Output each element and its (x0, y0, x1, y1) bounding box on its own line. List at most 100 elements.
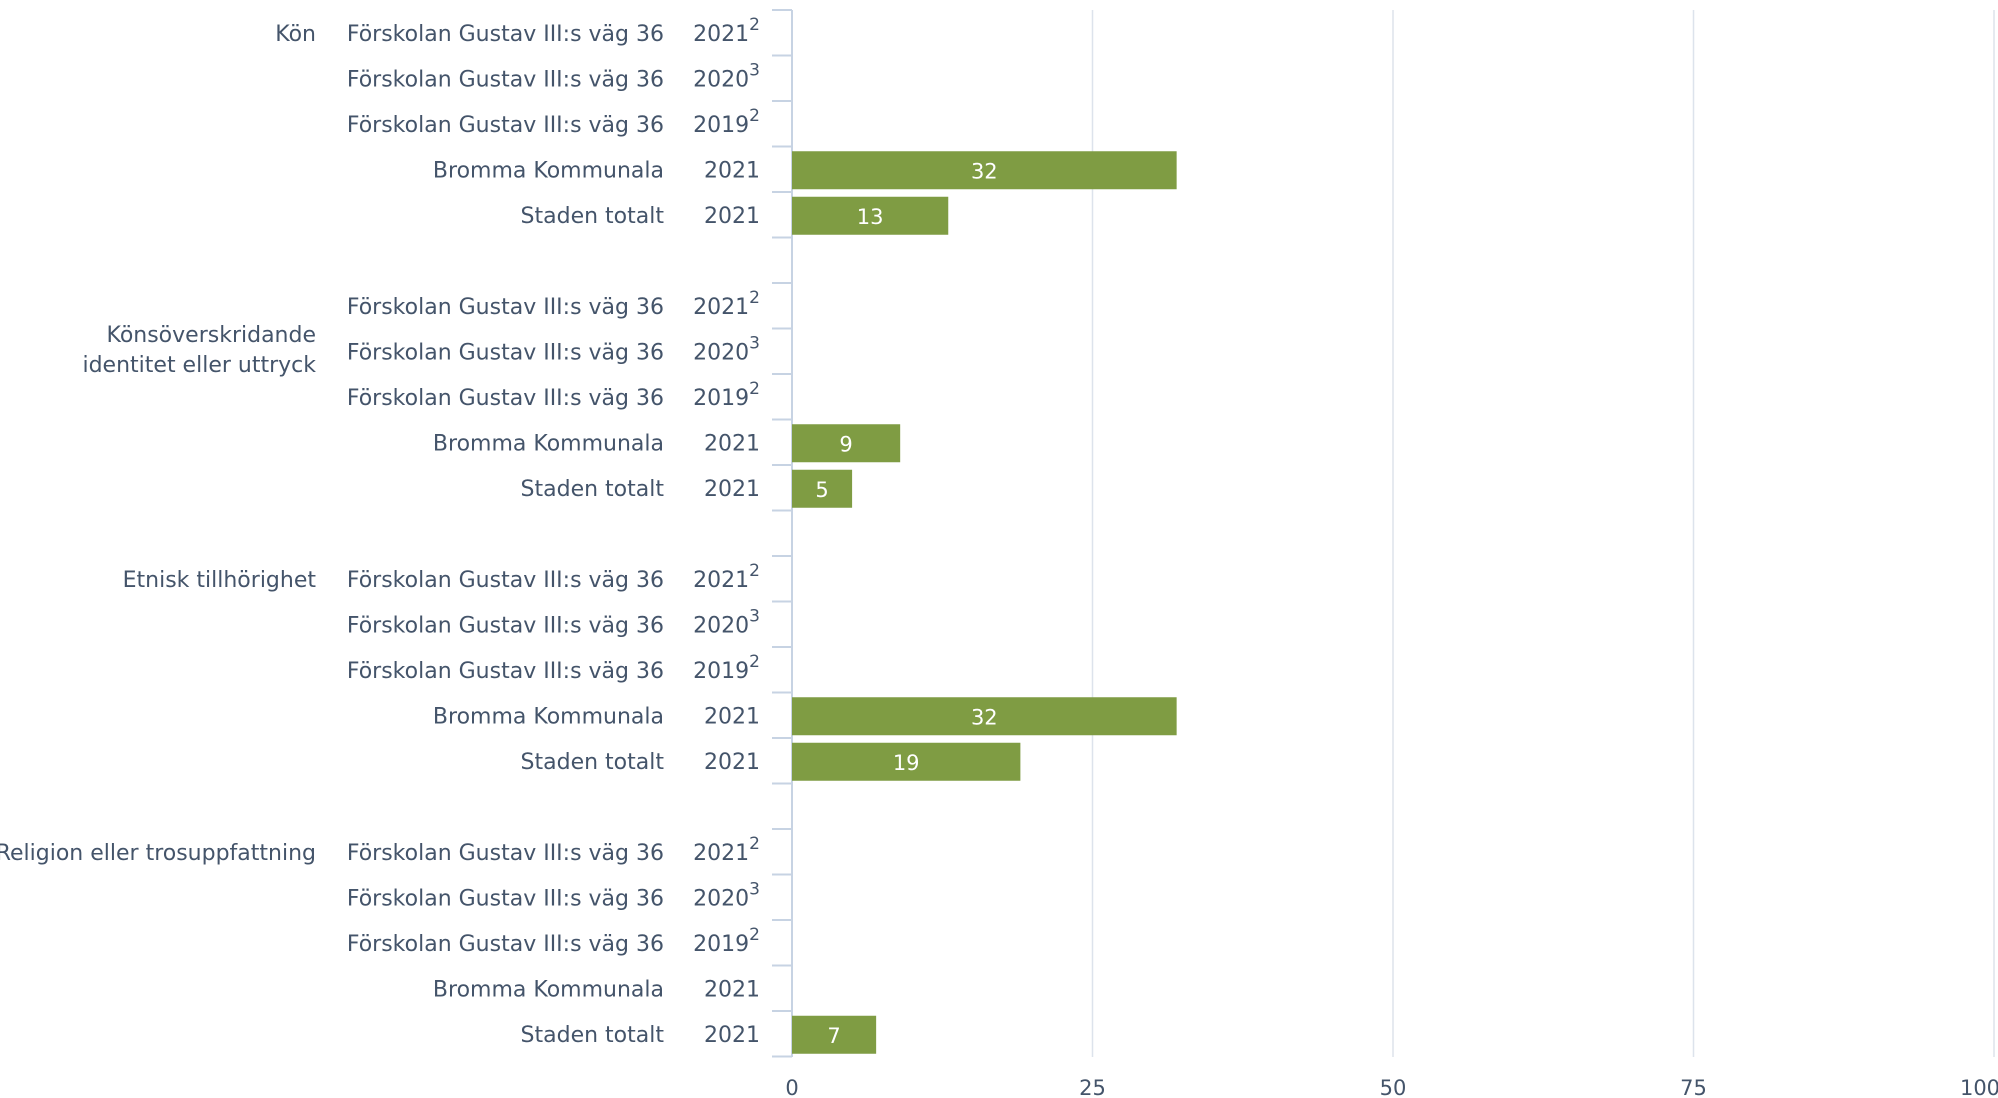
footnote-marker: 2 (749, 834, 760, 854)
row-year-label: 20212 (693, 561, 760, 593)
row-name-label: Staden totalt (521, 477, 665, 502)
footnote-marker: 3 (749, 606, 760, 626)
x-axis-ticks: 0 25 50 75 100 (785, 1076, 1998, 1098)
x-tick-label: 75 (1680, 1076, 1707, 1098)
row-name-label: Staden totalt (521, 750, 665, 775)
bar (792, 196, 949, 235)
row-year-label: 20203 (693, 879, 760, 911)
bar-value-label: 9 (839, 432, 852, 456)
row-year-label: 20192 (693, 379, 760, 411)
bar (792, 469, 853, 508)
row-name-label: Bromma Kommunala (433, 158, 664, 183)
row-year-label: 20212 (693, 288, 760, 320)
row-year-label: 2021 (704, 1023, 760, 1048)
bar-value-label: 13 (857, 205, 884, 229)
x-tick-label: 50 (1380, 1076, 1407, 1098)
row-name-label: Förskolan Gustav III:s väg 36 (347, 295, 664, 320)
bar-value-label: 19 (893, 751, 920, 775)
bars: 32 13 95 32 19 7 (792, 151, 1177, 1054)
footnote-marker: 3 (749, 879, 760, 899)
year-text: 2021 (704, 431, 760, 456)
row-name-label: Förskolan Gustav III:s väg 36 (347, 568, 664, 593)
row-year-label: 2021 (704, 477, 760, 502)
row-year-label: 2021 (704, 750, 760, 775)
footnote-marker: 2 (749, 106, 760, 126)
year-text: 2019 (693, 932, 749, 957)
bar-value-label: 32 (971, 705, 998, 729)
row-year-label: 2021 (704, 977, 760, 1002)
footnote-marker: 2 (749, 925, 760, 945)
footnote-marker: 2 (749, 379, 760, 399)
year-text: 2021 (704, 750, 760, 775)
bar (792, 697, 1177, 736)
row-year-label: 2021 (704, 704, 760, 729)
row-name-label: Bromma Kommunala (433, 977, 664, 1002)
row-name-label: Förskolan Gustav III:s väg 36 (347, 613, 664, 638)
year-text: 2021 (704, 1023, 760, 1048)
group-label: Könsöverskridande (106, 323, 316, 348)
group-label: identitet eller uttryck (82, 353, 316, 378)
row-name-label: Förskolan Gustav III:s väg 36 (347, 659, 664, 684)
row-year-label: 20203 (693, 333, 760, 365)
row-year-label: 20212 (693, 15, 760, 47)
footnote-marker: 2 (749, 15, 760, 35)
row-year-label: 20203 (693, 606, 760, 638)
category-axis (772, 9, 793, 1058)
year-text: 2021 (693, 841, 749, 866)
footnote-marker: 2 (749, 652, 760, 672)
bar (792, 742, 1021, 781)
row-name-label: Staden totalt (521, 204, 665, 229)
bar-value-label: 7 (827, 1024, 840, 1048)
year-text: 2020 (693, 613, 749, 638)
x-tick-label: 0 (785, 1076, 798, 1098)
bar (792, 151, 1177, 190)
row-year-label: 2021 (704, 431, 760, 456)
year-text: 2020 (693, 340, 749, 365)
bar-value-label: 5 (815, 478, 828, 502)
row-name-label: Förskolan Gustav III:s väg 36 (347, 67, 664, 92)
row-name-label: Förskolan Gustav III:s väg 36 (347, 886, 664, 911)
year-text: 2019 (693, 386, 749, 411)
year-text: 2019 (693, 659, 749, 684)
row-name-label: Förskolan Gustav III:s väg 36 (347, 386, 664, 411)
year-text: 2021 (704, 977, 760, 1002)
row-name-label: Förskolan Gustav III:s väg 36 (347, 841, 664, 866)
row-name-label: Förskolan Gustav III:s väg 36 (347, 340, 664, 365)
footnote-marker: 3 (749, 333, 760, 353)
row-year-label: 2021 (704, 158, 760, 183)
year-text: 2021 (704, 477, 760, 502)
year-text: 2021 (693, 22, 749, 47)
year-text: 2021 (704, 158, 760, 183)
row-year-label: 20192 (693, 652, 760, 684)
bar (792, 424, 901, 463)
row-name-label: Förskolan Gustav III:s väg 36 (347, 932, 664, 957)
year-text: 2021 (693, 295, 749, 320)
year-text: 2020 (693, 67, 749, 92)
x-tick-label: 100 (1960, 1076, 1998, 1098)
year-text: 2021 (693, 568, 749, 593)
row-name-label: Förskolan Gustav III:s väg 36 (347, 22, 664, 47)
row-year-label: 20192 (693, 925, 760, 957)
bar (792, 1015, 877, 1054)
year-text: 2021 (704, 704, 760, 729)
footnote-marker: 2 (749, 561, 760, 581)
row-year-label: 20203 (693, 60, 760, 92)
year-text: 2019 (693, 113, 749, 138)
row-year-label: 20212 (693, 834, 760, 866)
row-name-label: Staden totalt (521, 1023, 665, 1048)
bar-value-label: 32 (971, 159, 998, 183)
footnote-marker: 3 (749, 60, 760, 80)
footnote-marker: 2 (749, 288, 760, 308)
year-text: 2020 (693, 886, 749, 911)
group-label: Kön (275, 22, 316, 47)
year-text: 2021 (704, 204, 760, 229)
x-tick-label: 25 (1079, 1076, 1106, 1098)
group-label: Etnisk tillhörighet (123, 568, 317, 593)
category-labels: Förskolan Gustav III:s väg 36 20212Försko… (0, 15, 760, 1048)
row-name-label: Bromma Kommunala (433, 704, 664, 729)
row-year-label: 2021 (704, 204, 760, 229)
group-label: Religion eller trosuppfattning (0, 841, 316, 866)
gridlines (1091, 10, 1995, 1057)
row-name-label: Förskolan Gustav III:s väg 36 (347, 113, 664, 138)
